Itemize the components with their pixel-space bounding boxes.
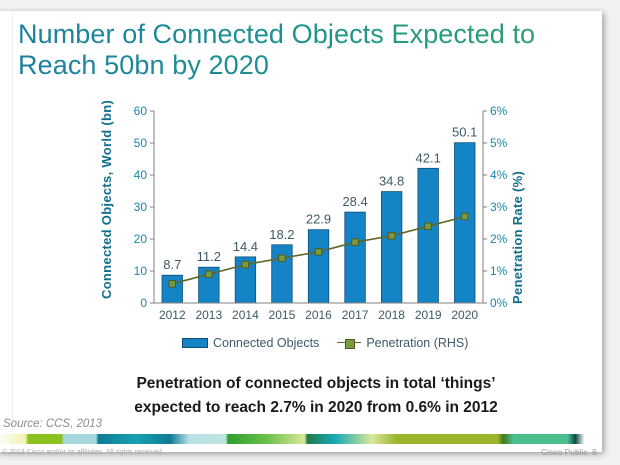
svg-text:2012: 2012 xyxy=(159,308,186,322)
svg-text:2018: 2018 xyxy=(378,308,405,322)
svg-text:22.9: 22.9 xyxy=(306,212,331,227)
svg-text:34.8: 34.8 xyxy=(379,174,404,189)
svg-text:60: 60 xyxy=(134,106,148,118)
svg-text:42.1: 42.1 xyxy=(416,150,441,165)
svg-text:4%: 4% xyxy=(490,168,508,182)
svg-text:30: 30 xyxy=(134,200,148,214)
svg-text:1%: 1% xyxy=(490,264,508,278)
svg-text:28.4: 28.4 xyxy=(342,194,367,209)
svg-text:2020: 2020 xyxy=(451,308,478,322)
svg-text:11.2: 11.2 xyxy=(197,249,221,264)
svg-text:3%: 3% xyxy=(490,200,508,214)
svg-text:8.7: 8.7 xyxy=(163,257,181,272)
svg-text:6%: 6% xyxy=(490,106,508,118)
svg-text:0: 0 xyxy=(140,296,147,310)
svg-text:18.2: 18.2 xyxy=(269,227,294,242)
svg-text:20: 20 xyxy=(134,232,148,246)
svg-text:2019: 2019 xyxy=(415,308,442,322)
svg-text:2015: 2015 xyxy=(269,308,296,322)
svg-text:2%: 2% xyxy=(490,232,508,246)
svg-text:2017: 2017 xyxy=(342,308,369,322)
svg-text:5%: 5% xyxy=(490,136,508,150)
svg-text:40: 40 xyxy=(134,168,148,182)
svg-text:50.1: 50.1 xyxy=(452,125,477,140)
svg-text:2013: 2013 xyxy=(195,308,222,322)
svg-text:2014: 2014 xyxy=(232,308,259,322)
svg-text:10: 10 xyxy=(134,264,148,278)
svg-text:2016: 2016 xyxy=(305,308,332,322)
svg-text:14.4: 14.4 xyxy=(233,239,258,254)
svg-text:0%: 0% xyxy=(490,296,508,310)
svg-text:50: 50 xyxy=(134,136,148,150)
